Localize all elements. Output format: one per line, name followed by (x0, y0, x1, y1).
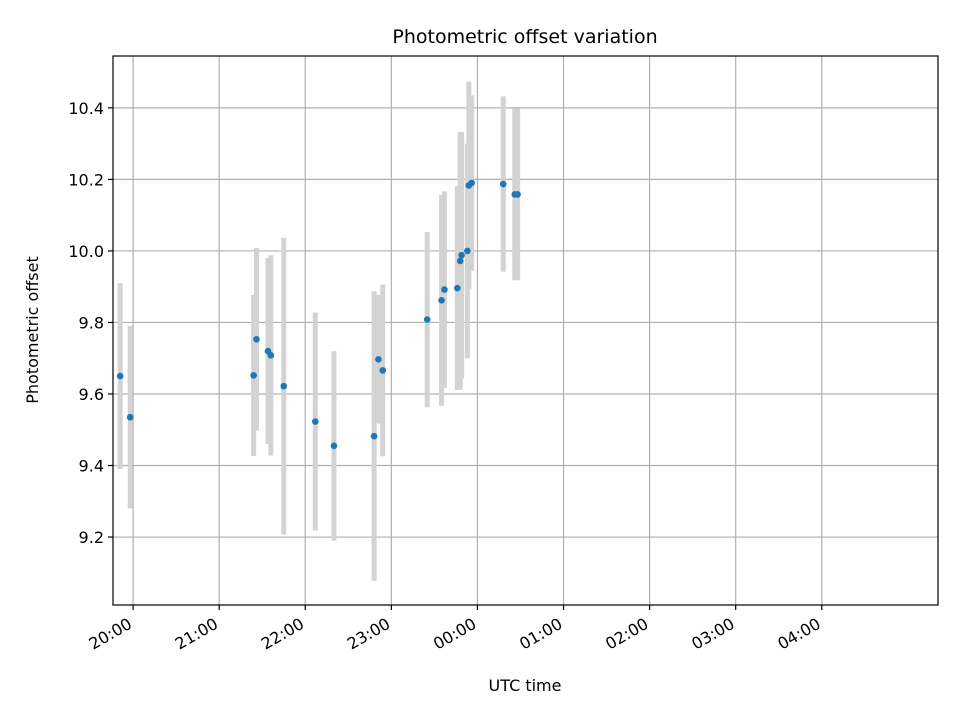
x-tick-label: 00:00 (430, 614, 479, 654)
x-tick-label: 02:00 (602, 614, 651, 654)
y-axis: 9.2 9.4 9.6 9.8 10.0 10.2 10.4 (68, 99, 113, 547)
y-tick-label: 9.6 (79, 385, 104, 404)
x-tick-label: 04:00 (774, 614, 823, 654)
data-point (514, 191, 521, 198)
chart-title: Photometric offset variation (392, 26, 657, 48)
y-tick-label: 9.8 (79, 313, 104, 332)
y-axis-label: Photometric offset (23, 256, 42, 404)
data-point (456, 257, 464, 265)
data-point (330, 442, 338, 450)
y-tick-label: 10.4 (68, 99, 104, 118)
data-point (438, 296, 445, 304)
data-point (375, 355, 382, 363)
y-tick-label: 10.2 (68, 170, 104, 189)
y-tick-label: 9.4 (79, 457, 104, 476)
plot-area-frame (112, 55, 939, 606)
errorbar-layer (117, 81, 521, 582)
data-point (454, 284, 461, 292)
data-point (441, 286, 448, 293)
x-axis-label: UTC time (489, 676, 562, 695)
x-tick-label: 20:00 (86, 614, 135, 654)
data-point (499, 180, 507, 188)
x-tick-label: 22:00 (258, 614, 307, 654)
data-point (280, 382, 288, 390)
data-point (468, 179, 475, 187)
data-point (312, 418, 319, 425)
data-point (379, 367, 387, 374)
data-point (458, 251, 465, 259)
data-point (370, 432, 378, 440)
data-point (253, 335, 260, 343)
y-tick-label: 10.0 (68, 242, 104, 261)
x-tick-label: 01:00 (516, 614, 565, 654)
x-tick-label: 21:00 (172, 614, 221, 654)
data-point (116, 372, 124, 380)
y-tick-label: 9.2 (79, 528, 104, 547)
x-axis: 20:00 21:00 22:00 23:00 00:00 01:00 02:00 03:00… (86, 605, 824, 654)
x-tick-label: 23:00 (344, 614, 393, 654)
grid-layer (113, 56, 938, 605)
data-point (464, 247, 471, 255)
point-layer (116, 179, 521, 450)
x-tick-label: 03:00 (688, 614, 737, 654)
data-point (126, 413, 134, 421)
data-point (423, 316, 431, 323)
data-point (267, 352, 275, 359)
data-point (250, 372, 257, 379)
